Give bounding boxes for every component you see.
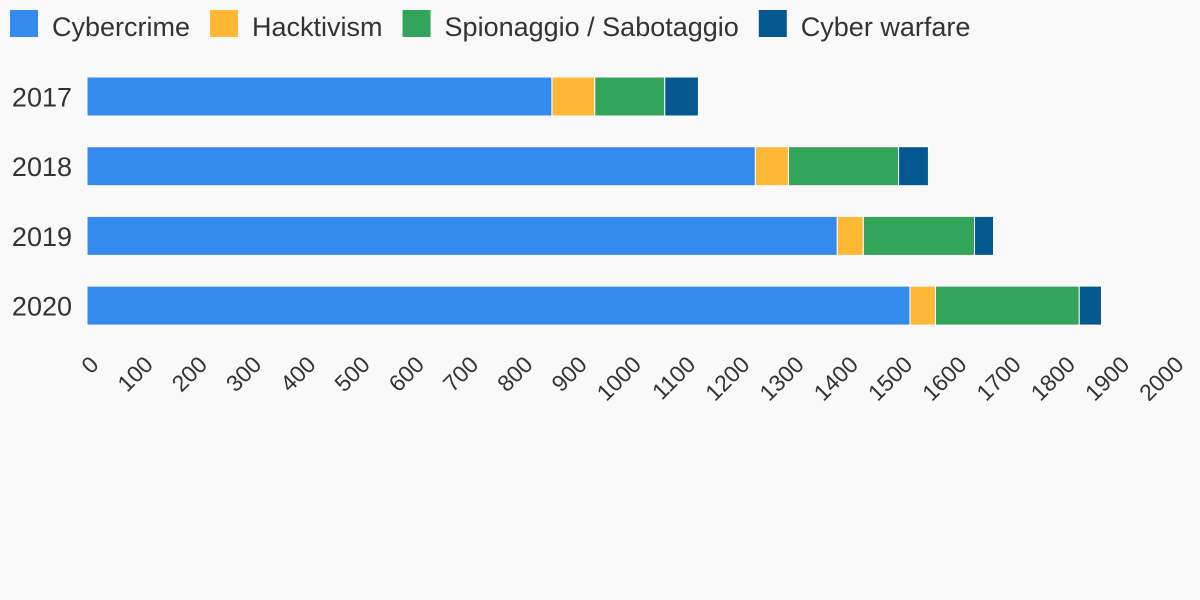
bar-cybercrime-2019 <box>86 215 838 256</box>
x-tick-label-1800: 1800 <box>1025 351 1080 406</box>
x-axis-tick-labels: 0 100 200 300 400 500 600 700 800 900 1000 1100 1200… <box>76 351 1188 406</box>
x-tick-label-1600: 1600 <box>917 351 972 406</box>
y-axis-labels: 2017 2018 2019 2020 <box>12 83 72 322</box>
category-label-2017: 2017 <box>12 83 72 113</box>
x-tick-label-1700: 1700 <box>971 351 1026 406</box>
legend-swatch-cybercrime <box>10 10 38 37</box>
x-tick-label-1300: 1300 <box>754 351 809 406</box>
x-tick-label-600: 600 <box>384 351 430 397</box>
category-label-2020: 2020 <box>12 292 72 322</box>
bar-hacktivism-2018 <box>754 146 789 187</box>
bar-spionaggio-sabotaggio-2017 <box>594 76 666 117</box>
x-tick-label-1400: 1400 <box>808 351 863 406</box>
x-tick-label-1500: 1500 <box>863 351 918 406</box>
category-label-2019: 2019 <box>12 222 72 252</box>
x-tick-label-400: 400 <box>275 351 321 397</box>
category-label-2018: 2018 <box>12 152 72 182</box>
legend: Cybercrime Hacktivism Spionaggio / Sabotag… <box>10 10 970 42</box>
bar-cyber-warfare-2018 <box>898 146 929 187</box>
bar-hacktivism-2020 <box>909 285 936 326</box>
x-tick-label-0: 0 <box>76 351 103 378</box>
bar-spionaggio-sabotaggio-2020 <box>934 285 1080 326</box>
x-tick-label-1900: 1900 <box>1080 351 1135 406</box>
x-tick-label-700: 700 <box>438 351 484 397</box>
x-tick-label-900: 900 <box>546 351 592 397</box>
legend-label-cybercrime: Cybercrime <box>52 12 190 42</box>
bar-cybercrime-2018 <box>86 146 756 187</box>
bar-cyber-warfare-2020 <box>1078 285 1102 326</box>
bar-spionaggio-sabotaggio-2019 <box>862 215 976 256</box>
bar-hacktivism-2017 <box>551 76 596 117</box>
x-tick-label-100: 100 <box>112 351 158 397</box>
legend-label-cyber-warfare: Cyber warfare <box>801 12 971 42</box>
x-tick-label-1100: 1100 <box>647 351 700 404</box>
legend-label-hacktivism: Hacktivism <box>252 12 383 42</box>
bar-hacktivism-2019 <box>836 215 864 256</box>
legend-swatch-spionaggio-sabotaggio <box>402 10 431 37</box>
x-tick-label-500: 500 <box>329 351 375 397</box>
bar-cybercrime-2017 <box>86 76 553 117</box>
x-tick-label-800: 800 <box>492 351 538 397</box>
x-tick-label-2000: 2000 <box>1134 351 1189 406</box>
bar-spionaggio-sabotaggio-2018 <box>787 146 900 187</box>
bar-cybercrime-2020 <box>86 285 911 326</box>
legend-swatch-hacktivism <box>210 10 239 37</box>
legend-label-spionaggio-sabotaggio: Spionaggio / Sabotaggio <box>445 12 739 42</box>
x-tick-label-300: 300 <box>221 351 267 397</box>
x-tick-label-1000: 1000 <box>591 351 646 406</box>
x-tick-label-1200: 1200 <box>700 351 755 406</box>
bar-cyber-warfare-2019 <box>974 215 995 256</box>
bar-cyber-warfare-2017 <box>664 76 699 117</box>
x-tick-label-200: 200 <box>167 351 213 397</box>
plot-area <box>86 76 1102 326</box>
legend-swatch-cyber-warfare <box>758 10 787 37</box>
